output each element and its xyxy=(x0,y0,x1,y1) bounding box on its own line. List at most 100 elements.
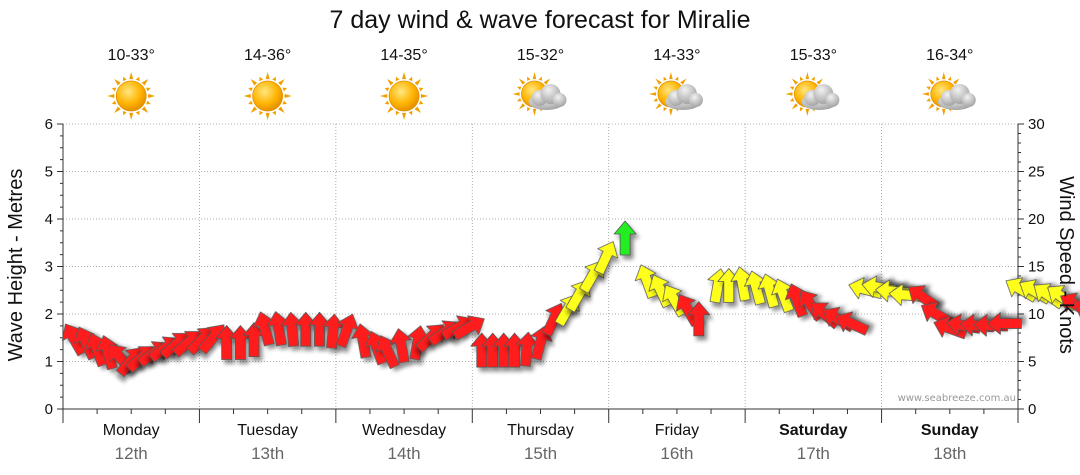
daily-forecast-header: 10-33° 14-36° 14-35° 15-32° 14-33° 15-33° 16-3… xyxy=(107,47,976,120)
sun-ray xyxy=(816,78,823,85)
sun-ray xyxy=(799,76,804,81)
sun-ray xyxy=(543,78,551,85)
y-tick-label-left: 5 xyxy=(45,164,53,181)
sun-ray xyxy=(111,87,117,92)
cloud xyxy=(664,84,703,110)
cloud xyxy=(937,84,976,110)
sun-ray xyxy=(928,103,935,110)
sun-ray xyxy=(272,76,276,82)
sun-ray xyxy=(384,100,390,105)
sun-ray xyxy=(532,108,537,116)
sun-ray xyxy=(941,72,946,80)
sun-rays xyxy=(380,72,429,120)
cloud xyxy=(801,84,840,110)
sun-ray xyxy=(129,112,134,120)
y-axis-right-title: Wind Speed - Knots xyxy=(1055,176,1077,354)
day-name-label: Monday xyxy=(103,422,160,439)
sunny-icon xyxy=(380,72,429,120)
sun-ray xyxy=(387,106,394,113)
sun-ray xyxy=(250,79,258,86)
day-date-label: 13th xyxy=(251,444,284,463)
y-tick-label-left: 2 xyxy=(45,306,53,323)
day-name-label: Friday xyxy=(655,422,699,439)
sun-ray xyxy=(789,86,795,90)
sun-ray xyxy=(414,79,422,86)
sun-rays xyxy=(107,72,156,120)
sun-ray xyxy=(135,76,140,82)
sun-ray xyxy=(414,106,422,113)
sun-ray xyxy=(278,106,285,113)
wind-arrow xyxy=(987,312,1022,335)
day-date-label: 14th xyxy=(388,444,421,463)
y-axis-left-title: Wave Height - Metres xyxy=(5,169,27,362)
sun-ray xyxy=(785,92,793,96)
sun-ray xyxy=(791,103,799,110)
sun-ray xyxy=(527,76,531,81)
sun-ray xyxy=(284,93,292,99)
sun-ray xyxy=(282,87,288,92)
sun-ray xyxy=(674,76,679,81)
sun-ray xyxy=(146,100,151,105)
wind-arrow xyxy=(389,328,412,364)
sun-rays xyxy=(243,72,292,120)
y-tick-label-right: 10 xyxy=(1028,306,1045,323)
cloud-puff xyxy=(825,93,840,107)
sun-ray xyxy=(114,79,121,86)
sun-ray xyxy=(395,76,400,82)
sun-ray xyxy=(811,76,815,81)
sun-ray xyxy=(518,103,526,110)
day-name-label: Wednesday xyxy=(362,422,446,439)
day-name-label: Sunday xyxy=(921,422,979,439)
wind-arrow xyxy=(593,241,619,275)
sun-ray xyxy=(148,93,156,99)
cloud xyxy=(528,84,567,110)
day-name-label: Thursday xyxy=(507,422,574,439)
sun-ray xyxy=(538,76,542,81)
sun-ray xyxy=(122,110,127,116)
wind-arrow xyxy=(687,301,711,337)
sun-ray xyxy=(669,72,673,80)
y-tick-label-left: 4 xyxy=(45,211,53,228)
sun-ray xyxy=(248,87,253,92)
sun-ray xyxy=(653,86,658,90)
temperature-range: 14-35° xyxy=(380,47,427,64)
sun-ray xyxy=(953,78,960,85)
sun-ray xyxy=(146,87,151,92)
sun-ray xyxy=(653,98,658,102)
sun-ray xyxy=(384,87,390,92)
sun-ray xyxy=(248,100,253,105)
partly-cloudy-icon xyxy=(785,72,840,116)
sun-ray xyxy=(680,78,687,85)
sun-ray xyxy=(114,106,121,113)
sun-ray xyxy=(408,76,413,82)
sun-ray xyxy=(947,76,952,81)
plot-area: 0 1 2 3 4 5 6 0 5 10 15 20 25 30 xyxy=(45,116,1080,423)
sun-ray xyxy=(532,72,537,80)
cloud-puff xyxy=(961,93,976,107)
wind-arrow xyxy=(835,311,870,336)
cloud-puff xyxy=(552,93,567,107)
sun-ray xyxy=(669,108,673,116)
sun-ray xyxy=(663,107,667,112)
sun-ray xyxy=(516,86,522,90)
temperature-range: 10-33° xyxy=(108,47,155,64)
temperature-range: 14-36° xyxy=(244,47,291,64)
sun-ray xyxy=(789,98,795,102)
day-date-label: 12th xyxy=(115,444,148,463)
sun-ray xyxy=(129,72,134,80)
sunny-icon xyxy=(107,72,156,120)
y-tick-label-right: 20 xyxy=(1028,211,1045,228)
sun-ray xyxy=(387,79,394,86)
sun-ray xyxy=(420,93,429,99)
sun-ray xyxy=(527,107,531,112)
x-axis-day-labels: Monday 12th Tuesday 13th Wednesday 14th Thursd… xyxy=(103,422,979,463)
sun-ray xyxy=(395,110,400,116)
grid-lines xyxy=(63,123,1019,409)
sun-ray xyxy=(791,78,799,85)
sun-ray xyxy=(402,112,407,120)
sun-ray xyxy=(926,86,931,90)
sun-ray xyxy=(921,92,929,96)
sun-ray xyxy=(122,76,127,82)
y-tick-label-left: 6 xyxy=(45,116,53,133)
